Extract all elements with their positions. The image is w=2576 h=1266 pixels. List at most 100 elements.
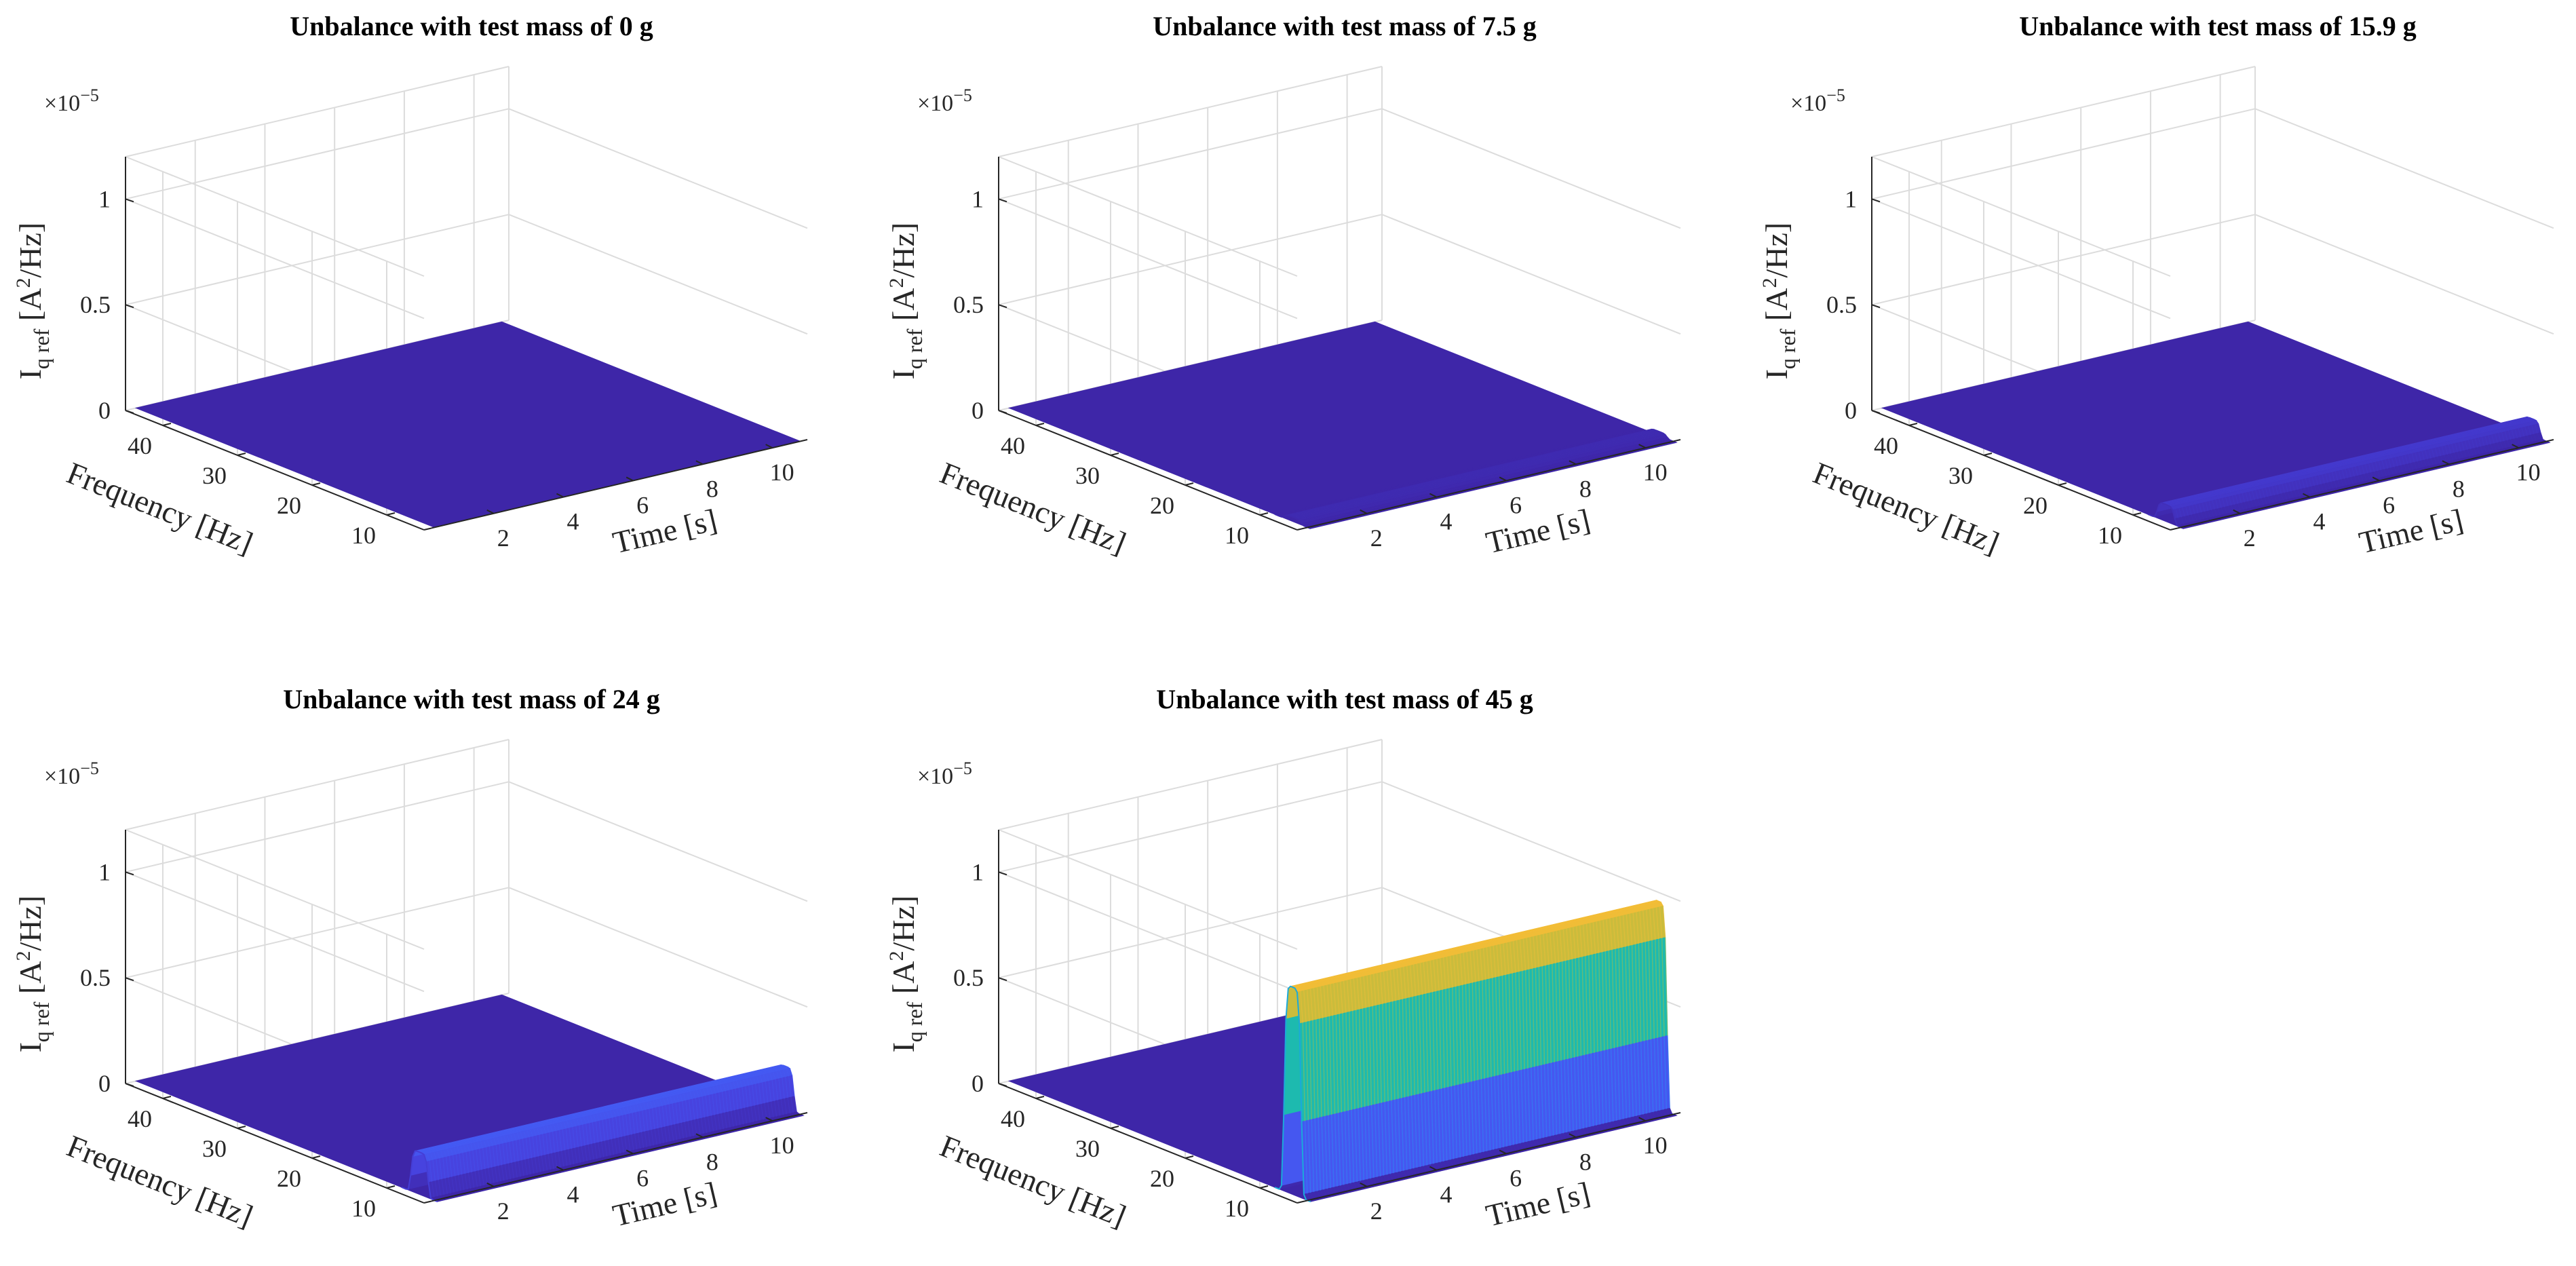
mesh-line	[2304, 473, 2307, 475]
mesh-line	[1520, 461, 1522, 464]
z-axis-label-part: /Hz]	[1759, 223, 1794, 278]
mesh-line	[2252, 483, 2255, 486]
grid-line	[1871, 214, 2256, 306]
z-exponent-power: −5	[80, 759, 99, 778]
mesh-line	[1625, 438, 1628, 440]
mesh-line	[2206, 493, 2210, 495]
mesh-line	[1454, 486, 1457, 491]
mesh-line	[1310, 524, 1313, 526]
time-tick-label: 4	[566, 1181, 579, 1208]
mesh-line	[1326, 507, 1330, 510]
mesh-line	[1450, 482, 1453, 485]
z-axis-label-part: [A	[13, 961, 47, 1002]
mesh-line	[1380, 507, 1383, 510]
mesh-line	[1531, 469, 1534, 472]
mesh-line	[2292, 481, 2295, 491]
mesh-line	[1503, 469, 1506, 473]
mesh-line	[1567, 460, 1571, 464]
mesh-line	[1487, 479, 1491, 482]
mesh-line	[2295, 473, 2299, 476]
mesh-line	[1431, 488, 1436, 493]
mesh-line	[1496, 472, 1499, 474]
time-tick-mark	[1638, 444, 1647, 448]
mesh-line	[1527, 463, 1531, 465]
mesh-line	[1623, 440, 1627, 442]
mesh-line	[1524, 463, 1527, 466]
surface-floor	[134, 321, 802, 528]
mesh-line	[1374, 499, 1377, 501]
mesh-line	[2301, 474, 2304, 476]
mesh-line	[1429, 487, 1433, 490]
grid-line	[2254, 214, 2554, 335]
mesh-line	[1558, 459, 1562, 463]
mesh-line	[2220, 515, 2223, 518]
mesh-line	[1492, 469, 1495, 472]
mesh-line	[1656, 429, 1659, 432]
z-exponent-power: −5	[80, 85, 99, 105]
mesh-line	[1579, 452, 1583, 455]
mesh-line	[1597, 446, 1600, 448]
mesh-line	[1593, 457, 1596, 459]
mesh-line	[1337, 505, 1340, 507]
grid-line	[125, 66, 510, 157]
time-axis	[423, 439, 808, 531]
mesh-line	[2303, 470, 2306, 472]
mesh-line	[1464, 490, 1467, 493]
mesh-line	[1318, 524, 1321, 527]
mesh-line	[1484, 480, 1488, 484]
mesh-line	[2274, 480, 2277, 482]
mesh-line	[2290, 476, 2294, 478]
mesh-line	[1413, 491, 1417, 494]
mesh-line	[2214, 509, 2218, 516]
mesh-line	[1637, 444, 1640, 447]
mesh-line	[2227, 488, 2229, 491]
mesh-line	[2262, 488, 2265, 498]
mesh-line	[2248, 486, 2250, 488]
mesh-line	[1636, 434, 1639, 436]
grid-line	[125, 108, 510, 200]
mesh-line	[1541, 472, 1544, 474]
mesh-line	[1494, 470, 1497, 473]
mesh-line	[1329, 507, 1332, 510]
mesh-line	[1377, 499, 1380, 503]
mesh-line	[2197, 497, 2201, 500]
mesh-line	[1419, 492, 1422, 496]
time-tick-label: 6	[2383, 491, 2395, 518]
mesh-line	[1305, 518, 1309, 522]
mesh-line	[1649, 431, 1653, 434]
mesh-line	[2245, 493, 2249, 502]
mesh-line	[1646, 431, 1649, 434]
mesh-line	[2193, 501, 2197, 505]
mesh-line	[1550, 459, 1553, 462]
mesh-line	[1623, 442, 1626, 444]
mesh-line	[2267, 497, 2271, 504]
z-axis-label: Iq ref [A2/Hz]	[1758, 223, 1800, 380]
mesh-line	[1535, 464, 1539, 469]
freq-tick-mark	[162, 1096, 172, 1099]
mesh-line	[1466, 486, 1469, 489]
mesh-line	[1535, 459, 1538, 462]
mesh-line	[2222, 491, 2225, 493]
mesh-line	[2286, 499, 2290, 502]
time-tick-label: 10	[1643, 459, 1668, 486]
mesh-line	[1296, 514, 1300, 516]
surface	[134, 321, 802, 528]
mesh-line	[1450, 480, 1454, 483]
grid-line	[125, 887, 510, 979]
subplot-0: Unbalance with test mass of 0 g 0 0.5 1 ×10…	[12, 11, 808, 560]
mesh-line	[2277, 494, 2281, 502]
mesh-line	[2307, 472, 2311, 474]
mesh-line	[1626, 441, 1630, 444]
time-axis-label: Time [s]	[2356, 502, 2466, 560]
mesh-line	[1553, 458, 1556, 461]
mesh-line	[1604, 444, 1607, 447]
mesh-line	[1560, 462, 1564, 465]
mesh-line	[1434, 491, 1438, 495]
z-axis-label-part: 2	[885, 951, 908, 961]
mesh-line	[1429, 484, 1431, 486]
mesh-line	[2284, 493, 2288, 500]
mesh-line	[1407, 498, 1411, 501]
mesh-line	[1529, 461, 1532, 463]
mesh-line	[1360, 503, 1363, 506]
mesh-line	[2192, 505, 2195, 514]
